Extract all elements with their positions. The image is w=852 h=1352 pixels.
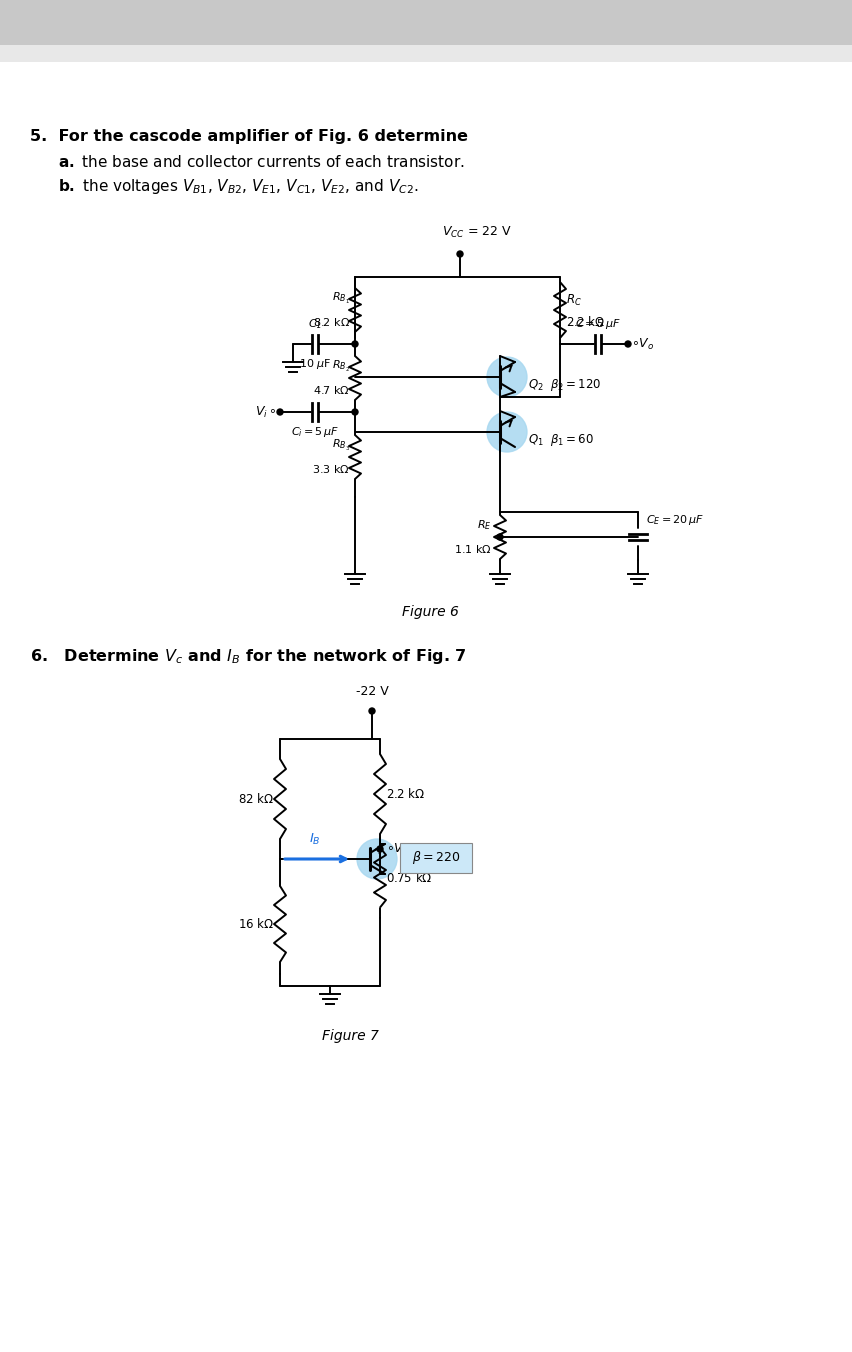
- Text: 82 k$\Omega$: 82 k$\Omega$: [238, 792, 273, 806]
- Text: $\circ V_o$: $\circ V_o$: [630, 337, 653, 352]
- Circle shape: [352, 341, 358, 347]
- Text: $Q_1$  $\beta_1=60$: $Q_1$ $\beta_1=60$: [527, 433, 593, 448]
- Text: 16 k$\Omega$: 16 k$\Omega$: [238, 917, 273, 932]
- Circle shape: [377, 846, 383, 852]
- Circle shape: [457, 251, 463, 257]
- Text: $R_{B_1}$: $R_{B_1}$: [331, 291, 349, 306]
- Text: 1.1 k$\Omega$: 1.1 k$\Omega$: [454, 544, 492, 556]
- Text: 4.7 k$\Omega$: 4.7 k$\Omega$: [313, 384, 349, 396]
- Text: 10 $\mu$F: 10 $\mu$F: [298, 357, 331, 370]
- Text: Figure 6: Figure 6: [401, 604, 458, 619]
- Bar: [0, 0, 852, 45]
- Text: $R_{B_2}$: $R_{B_2}$: [331, 358, 349, 373]
- Circle shape: [352, 410, 358, 415]
- Text: $C = 5\,\mu F$: $C = 5\,\mu F$: [574, 316, 620, 331]
- Text: 0.75 k$\Omega$: 0.75 k$\Omega$: [386, 871, 432, 884]
- Text: $C_E = 20\,\mu F$: $C_E = 20\,\mu F$: [645, 512, 704, 527]
- Text: $\mathbf{b.}$ the voltages $V_{B1}$, $V_{B2}$, $V_{E1}$, $V_{C1}$, $V_{E2}$, and: $\mathbf{b.}$ the voltages $V_{B1}$, $V_…: [58, 177, 418, 196]
- Text: $\mathbf{a.}$ the base and collector currents of each transistor.: $\mathbf{a.}$ the base and collector cur…: [58, 154, 464, 170]
- Circle shape: [369, 708, 375, 714]
- Text: $R_E$: $R_E$: [477, 518, 492, 531]
- Text: 5.  For the cascode amplifier of Fig. 6 determine: 5. For the cascode amplifier of Fig. 6 d…: [30, 130, 468, 145]
- Text: 6.   Determine $V_c$ and $I_B$ for the network of Fig. 7: 6. Determine $V_c$ and $I_B$ for the net…: [30, 646, 466, 665]
- Bar: [0, 45, 852, 62]
- Circle shape: [486, 357, 527, 397]
- Circle shape: [486, 412, 527, 452]
- Text: 8.2 k$\Omega$: 8.2 k$\Omega$: [313, 316, 349, 329]
- Text: $C_1$: $C_1$: [308, 318, 321, 331]
- Text: 2.2 k$\Omega$: 2.2 k$\Omega$: [386, 787, 425, 800]
- Text: $\beta = 220$: $\beta = 220$: [412, 849, 459, 867]
- Text: $I_B$: $I_B$: [308, 831, 320, 846]
- Text: 3.3 k$\Omega$: 3.3 k$\Omega$: [312, 462, 349, 475]
- Circle shape: [357, 840, 396, 879]
- Circle shape: [277, 410, 283, 415]
- Text: Figure 7: Figure 7: [321, 1029, 378, 1042]
- Text: $V_i \circ$: $V_i \circ$: [255, 404, 277, 419]
- Text: $Q_2$  $\beta_2=120$: $Q_2$ $\beta_2=120$: [527, 377, 601, 393]
- Text: $C_i = 5\,\mu F$: $C_i = 5\,\mu F$: [291, 425, 339, 439]
- FancyBboxPatch shape: [400, 844, 471, 873]
- Text: $V_{CC}$ = 22 V: $V_{CC}$ = 22 V: [441, 224, 511, 241]
- Circle shape: [625, 341, 630, 347]
- Text: 2.2 k$\Omega$: 2.2 k$\Omega$: [566, 315, 605, 329]
- Text: $R_C$: $R_C$: [566, 292, 581, 307]
- Circle shape: [497, 534, 503, 539]
- Text: $R_{B_3}$: $R_{B_3}$: [331, 438, 349, 453]
- Text: -22 V: -22 V: [355, 685, 388, 698]
- Text: $\circ V_C$: $\circ V_C$: [386, 841, 410, 857]
